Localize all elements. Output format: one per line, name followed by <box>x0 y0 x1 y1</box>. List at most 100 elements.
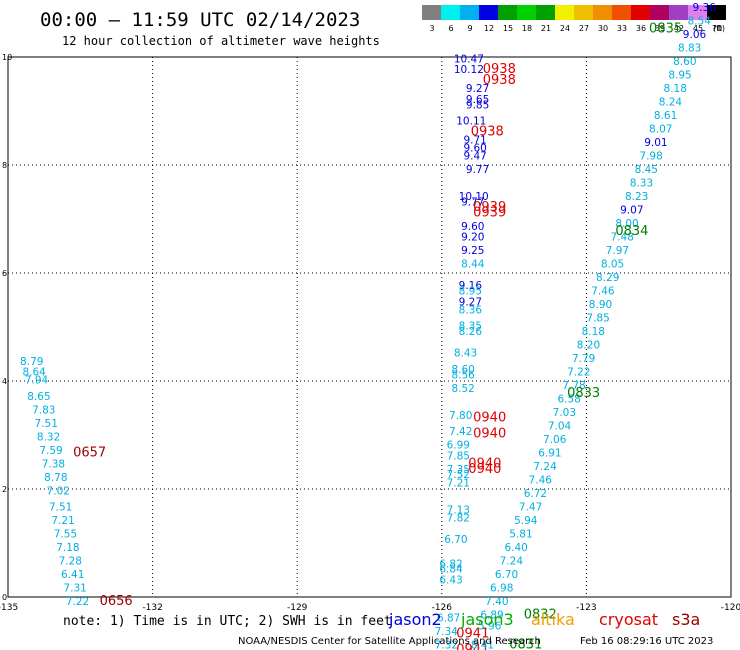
colorbar-label: 15 <box>503 24 513 33</box>
chart-title: 00:00 – 11:59 UTC 02/14/2023 <box>40 9 360 31</box>
wave-height-value: 6.58 <box>557 394 580 406</box>
wave-height-value: 6.87 <box>437 612 460 624</box>
wave-height-value: 6.91 <box>538 448 561 460</box>
colorbar-label: 21 <box>541 24 551 33</box>
wave-height-value: 8.00 <box>615 218 638 230</box>
wave-height-value: 6.99 <box>447 440 470 452</box>
wave-height-value: 8.64 <box>22 367 46 379</box>
y-tick-label: 4 <box>2 377 7 386</box>
wave-height-value: 8.24 <box>659 97 683 109</box>
wave-height-value: 9.27 <box>459 296 482 308</box>
wave-height-value: 6.70 <box>495 569 518 581</box>
wave-height-value: 8.29 <box>596 272 619 284</box>
wave-height-value: 7.34 <box>435 626 459 638</box>
wave-height-value: 6.40 <box>504 542 527 554</box>
wave-height-value: 7.94 <box>25 375 49 387</box>
colorbar-label: 9 <box>467 24 472 33</box>
wave-height-value: 7.85 <box>447 450 470 462</box>
satellite-label-cryosat: cryosat <box>599 610 658 629</box>
colorbar-swatch <box>460 5 479 20</box>
y-tick-label: 0 <box>2 593 7 602</box>
wave-height-value: 8.26 <box>459 326 483 338</box>
wave-height-value: 9.85 <box>466 99 489 111</box>
wave-height-value: 7.02 <box>47 485 70 497</box>
satellite-label-s3a: s3a <box>672 610 700 629</box>
wave-height-value: 9.16 <box>459 280 483 292</box>
colorbar-label: 36 <box>636 24 646 33</box>
wave-height-value: 8.18 <box>582 326 605 338</box>
colorbar-swatch <box>631 5 650 20</box>
wave-height-value: 7.21 <box>447 477 470 489</box>
wave-height-value: 7.42 <box>449 426 472 438</box>
wave-height-value: 7.98 <box>639 151 662 163</box>
wave-height-value: 7.03 <box>553 407 576 419</box>
wave-height-value: 7.47 <box>519 502 542 514</box>
wave-height-value: 8.35 <box>459 321 482 333</box>
wave-height-value: 7.06 <box>543 434 567 446</box>
colorbar-swatch <box>612 5 631 20</box>
x-tick-label: -123 <box>576 603 596 613</box>
pass-time-label: 0940 <box>473 411 506 426</box>
y-tick-label: 8 <box>2 161 7 170</box>
colorbar-swatch <box>574 5 593 20</box>
colorbar-label: 42 <box>674 24 684 33</box>
wave-height-value: 9.20 <box>461 232 484 244</box>
colorbar-label: 33 <box>617 24 627 33</box>
colorbar-label: 45 <box>693 24 703 33</box>
colorbar-swatch <box>555 5 574 20</box>
wave-height-value: 7.80 <box>449 410 472 422</box>
colorbar-label: 70 <box>712 24 722 33</box>
wave-height-value: 8.54 <box>688 16 712 28</box>
colorbar-swatch <box>650 5 669 20</box>
wave-height-value: 9.60 <box>463 143 486 155</box>
wave-height-value: 9.36 <box>692 2 716 14</box>
colorbar-swatch <box>422 5 441 20</box>
wave-height-value: 9.01 <box>644 137 667 149</box>
wave-height-value: 5.81 <box>509 529 532 541</box>
wave-height-value: 7.83 <box>32 404 55 416</box>
axis-ticks: -135 -132 -129 -126 -123 -120 0 2 4 6 8 10 <box>0 53 740 613</box>
wave-height-value: 6.84 <box>439 564 463 576</box>
wave-height-value: 6.41 <box>61 569 84 581</box>
wave-height-value: 8.20 <box>577 340 600 352</box>
wave-height-value: 8.58 <box>697 0 720 1</box>
wave-height-value: 6.70 <box>444 534 467 546</box>
colorbar-swatch <box>536 5 555 20</box>
wave-height-value: 9.65 <box>466 94 489 106</box>
colorbar-swatch <box>593 5 612 20</box>
wave-height-value: 9.06 <box>683 29 707 41</box>
wave-height-value: 7.85 <box>586 313 609 325</box>
pass-time-label: 0657 <box>73 446 106 461</box>
wave-height-value: 7.24 <box>533 461 557 473</box>
wave-height-value: 8.18 <box>664 83 687 95</box>
wave-height-value: 7.21 <box>51 515 74 527</box>
wave-height-value: 7.32 <box>435 639 458 650</box>
wave-height-value: 9.25 <box>461 245 484 257</box>
wave-height-value: 8.83 <box>678 43 701 55</box>
wave-height-value: 8.07 <box>649 124 672 136</box>
colorbar-swatch <box>498 5 517 20</box>
wave-height-value: 8.95 <box>459 286 482 298</box>
wave-height-value: 5.94 <box>514 515 538 527</box>
wave-height-value: 7.22 <box>567 367 590 379</box>
pass-time-label: 0939 <box>473 205 506 220</box>
pass-time-label: 0940 <box>468 462 501 477</box>
x-tick-label: -129 <box>287 603 308 613</box>
colorbar-swatch <box>688 5 707 20</box>
colorbar-unit-label: (ft) <box>713 24 725 33</box>
wave-height-value: 6.72 <box>524 488 547 500</box>
colorbar-label: 12 <box>484 24 494 33</box>
wave-height-value: 8.41 <box>471 639 494 650</box>
wave-height-value: 7.18 <box>56 542 79 554</box>
data-points: 8.798.647.948.657.837.518.327.597.388.78… <box>20 0 721 650</box>
colorbar-swatch <box>669 5 688 20</box>
pass-time-label: 0941 <box>456 627 489 642</box>
wave-height-value: 9.60 <box>461 221 484 233</box>
colorbar-label: 6 <box>448 24 453 33</box>
wave-height-value: 7.24 <box>500 556 524 568</box>
wave-height-value: 8.33 <box>630 178 653 190</box>
wave-height-value: 7.78 <box>562 380 585 392</box>
wave-height-value: 8.79 <box>20 356 43 368</box>
satellite-label-altika: altika <box>531 610 575 629</box>
